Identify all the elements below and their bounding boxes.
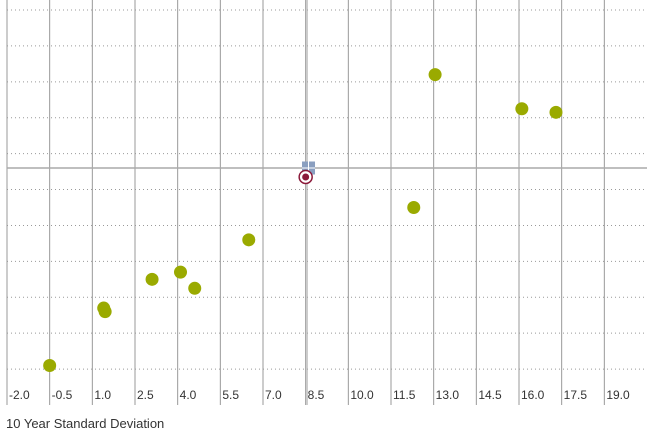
data-point — [515, 102, 529, 116]
reference-lines — [7, 0, 647, 405]
data-point — [145, 272, 159, 286]
data-point — [407, 201, 421, 214]
x-tick-label: 11.5 — [393, 388, 416, 402]
x-axis-title: 10 Year Standard Deviation — [6, 416, 164, 431]
x-tick-label: 5.5 — [222, 388, 239, 402]
x-tick-label: 14.5 — [478, 388, 502, 402]
data-point — [174, 265, 188, 279]
data-point — [428, 68, 442, 82]
benchmark-markers — [298, 161, 316, 185]
data-point — [43, 359, 57, 372]
grid-layer — [6, 0, 647, 405]
x-tick-label: -2.0 — [9, 388, 30, 402]
data-points — [43, 68, 563, 372]
x-tick-label: 2.5 — [137, 388, 154, 402]
benchmark-circle-dot — [302, 173, 310, 181]
x-tick-label: 1.0 — [94, 388, 111, 402]
x-tick-labels: -2.0 -0.5 1.0 2.5 4.0 5.5 7.0 8.5 10.0 11.5 13.0 14… — [9, 388, 630, 402]
x-tick-label: 17.5 — [564, 388, 588, 402]
data-point — [98, 305, 112, 319]
x-tick-label: 7.0 — [265, 388, 282, 402]
x-tick-label: 13.0 — [436, 388, 460, 402]
data-point — [188, 281, 202, 295]
x-tick-label: -0.5 — [52, 388, 73, 402]
data-point — [549, 105, 563, 119]
x-tick-label: 4.0 — [180, 388, 197, 402]
x-tick-label: 19.0 — [606, 388, 630, 402]
x-tick-label: 8.5 — [308, 388, 325, 402]
x-tick-label: 10.0 — [350, 388, 374, 402]
data-point — [242, 233, 256, 247]
x-tick-label: 16.0 — [521, 388, 545, 402]
